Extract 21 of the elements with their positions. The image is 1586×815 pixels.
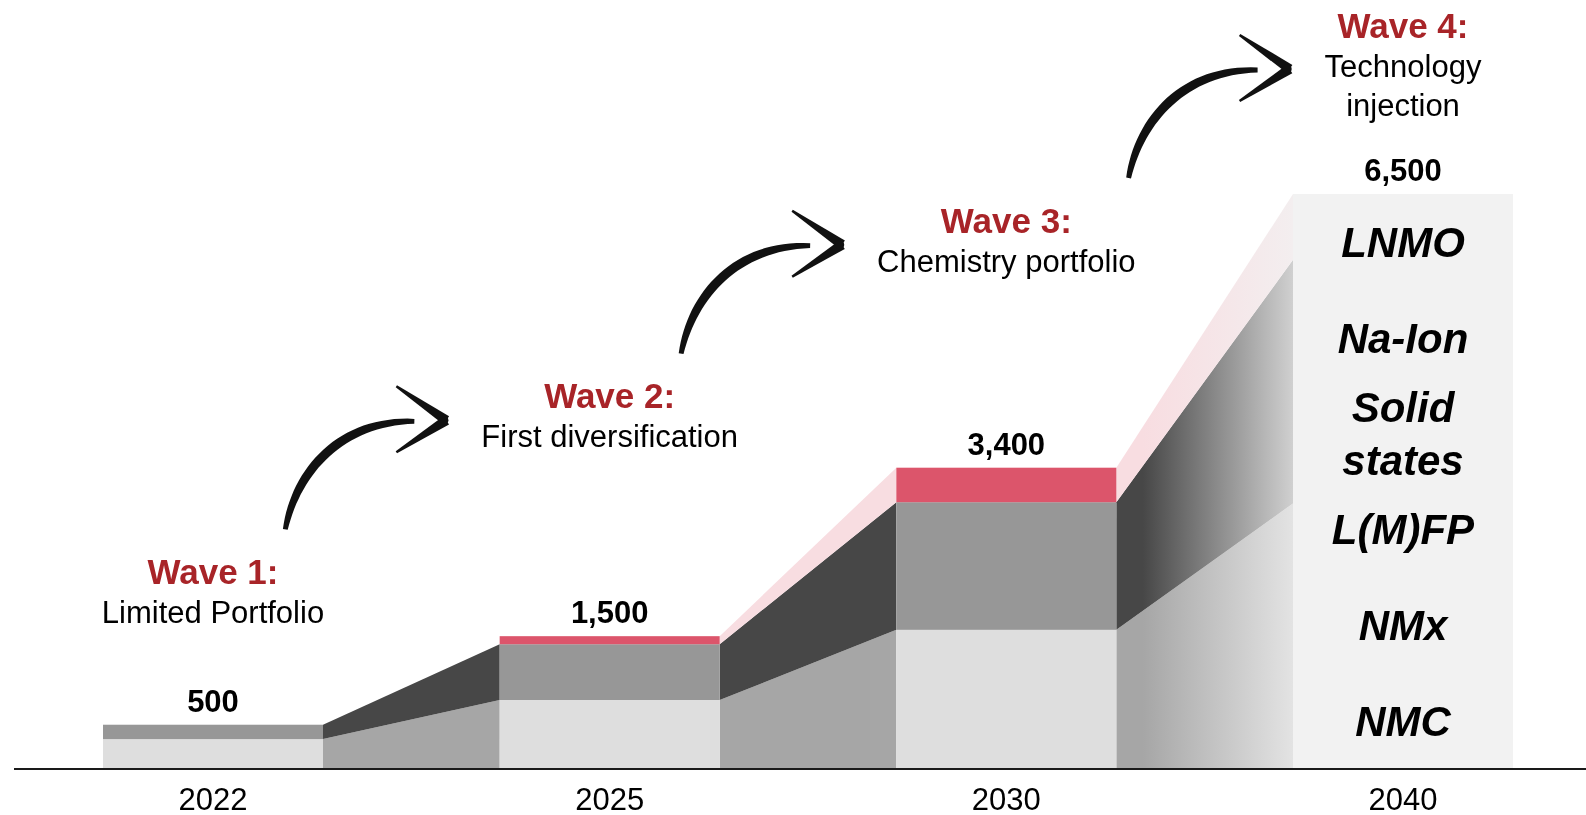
- annotation: 6,500: [1364, 153, 1442, 188]
- bar: [499, 636, 720, 645]
- annotation: NMC: [1355, 698, 1452, 746]
- x-tick-label: 2040: [1368, 782, 1438, 815]
- bar: [103, 724, 323, 740]
- annotation: L(M)FP: [1331, 506, 1476, 554]
- annotation: Solid states: [1342, 384, 1464, 485]
- bar: [896, 467, 1117, 503]
- annotation: 1,500: [570, 595, 649, 631]
- x-tick-label: 2025: [575, 782, 645, 815]
- text: Wave 4: Technology injection: [1324, 5, 1482, 123]
- annotation: 3,400: [967, 426, 1046, 462]
- annotation: Wave 2: First diversification: [481, 376, 739, 455]
- annotation: Na-Ion: [1337, 314, 1469, 362]
- annotation: 500: [187, 683, 239, 719]
- x-tick-label: 2030: [971, 782, 1041, 815]
- annotation: NMx: [1358, 602, 1449, 650]
- annotation: Wave 1: Limited Portfolio: [101, 552, 325, 630]
- x-tick-label: 2022: [178, 782, 248, 815]
- annotation: Wave 3: Chemistry portfolio: [877, 200, 1136, 279]
- annotation: LNMO: [1341, 218, 1465, 266]
